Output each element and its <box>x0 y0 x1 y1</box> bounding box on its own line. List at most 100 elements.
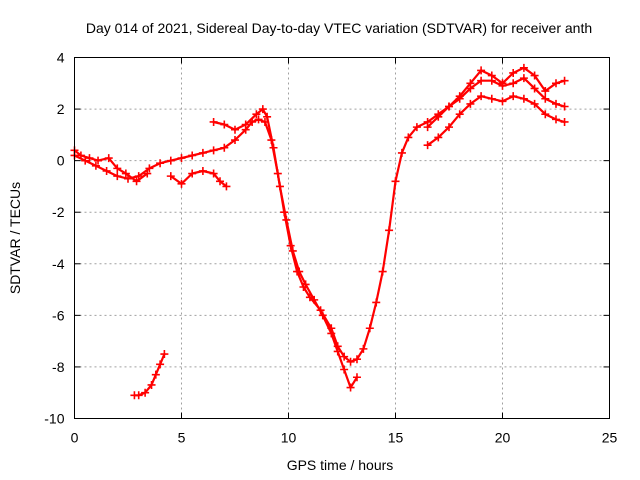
data-point-marker <box>352 373 361 382</box>
data-point-marker <box>141 388 150 397</box>
data-point-marker <box>509 79 518 88</box>
data-point-marker <box>275 182 284 191</box>
y-tick-label: -4 <box>52 256 65 272</box>
data-point-marker <box>498 79 507 88</box>
data-point-marker <box>397 148 406 157</box>
data-point-marker <box>552 79 560 88</box>
data-point-marker <box>530 84 539 93</box>
axis-ticks: 0 5 10 15 20 25 -10 -8 -6 -4 -2 0 2 4 <box>44 50 617 446</box>
data-point-marker <box>359 344 368 353</box>
data-point-marker <box>391 177 400 186</box>
data-point-marker <box>423 141 432 150</box>
y-tick-label: -6 <box>52 307 65 323</box>
data-point-marker <box>104 154 113 163</box>
data-point-marker <box>198 166 207 175</box>
data-point-marker <box>134 391 143 400</box>
data-point-marker <box>412 123 421 132</box>
y-tick-label: -8 <box>52 359 65 375</box>
series-trace <box>212 108 359 389</box>
data-point-marker <box>560 117 569 126</box>
data-point-marker <box>147 380 156 389</box>
data-point-marker <box>466 79 475 88</box>
x-tick-label: 0 <box>71 430 79 446</box>
data-point-marker <box>455 92 464 101</box>
data-point-marker <box>102 166 111 175</box>
data-point-marker <box>365 324 374 333</box>
data-point-marker <box>160 350 169 359</box>
data-point-marker <box>327 329 336 338</box>
data-point-marker <box>143 169 152 178</box>
data-point-marker <box>263 112 272 121</box>
series-start-wiggle <box>70 146 152 186</box>
data-point-marker <box>231 125 239 134</box>
data-point-marker <box>288 246 297 255</box>
data-point-marker <box>216 177 225 186</box>
data-point-marker <box>434 133 443 142</box>
data-point-marker <box>445 123 453 132</box>
data-point-marker <box>552 115 560 124</box>
data-point-marker <box>166 172 175 181</box>
data-point-marker <box>231 136 239 145</box>
data-point-marker <box>209 146 218 155</box>
data-point-marker <box>541 87 550 96</box>
y-tick-label: 2 <box>57 101 65 117</box>
data-point-marker <box>269 143 278 152</box>
data-point-marker <box>76 151 85 160</box>
data-point-marker <box>519 94 528 103</box>
data-point-marker <box>198 148 207 157</box>
data-point-marker <box>477 92 486 101</box>
series-isolated-segment <box>130 350 169 400</box>
data-point-marker <box>487 94 496 103</box>
y-tick-label: 0 <box>57 153 65 169</box>
data-point-marker <box>222 182 231 191</box>
data-point-marker <box>498 97 507 106</box>
y-axis-label: SDTVAR / TECUs <box>7 182 23 294</box>
data-point-marker <box>177 179 186 188</box>
series-trace <box>426 66 566 129</box>
data-point-marker <box>282 215 291 224</box>
data-point-marker <box>385 226 394 235</box>
data-point-marker <box>519 74 528 83</box>
data-point-marker <box>340 352 349 361</box>
data-point-marker <box>241 120 250 129</box>
data-point-marker <box>346 383 355 392</box>
data-point-marker <box>145 164 154 173</box>
data-point-marker <box>188 151 197 160</box>
data-point-marker <box>455 110 464 119</box>
y-tick-label: -10 <box>44 411 64 427</box>
data-point-marker <box>466 99 475 108</box>
y-tick-label: 4 <box>57 50 65 66</box>
y-tick-label: -2 <box>52 204 65 220</box>
grid-lines <box>74 57 610 419</box>
x-tick-label: 5 <box>178 430 186 446</box>
data-point-marker <box>352 355 361 364</box>
data-point-marker <box>477 76 486 85</box>
data-point-marker <box>530 71 539 80</box>
data-point-marker <box>252 110 261 119</box>
data-point-marker <box>434 112 443 121</box>
data-point-marker <box>333 347 342 356</box>
data-point-marker <box>151 370 160 379</box>
data-point-marker <box>404 133 413 142</box>
data-point-marker <box>209 117 218 126</box>
data-point-marker <box>254 115 263 124</box>
data-point-marker <box>560 76 569 85</box>
series-trace <box>426 95 566 147</box>
series-early-loop <box>166 166 231 191</box>
data-point-marker <box>541 94 550 103</box>
data-point-marker <box>541 110 550 119</box>
chart-title: Day 014 of 2021, Sidereal Day-to-day VTE… <box>86 20 592 36</box>
data-point-marker <box>258 105 267 114</box>
x-tick-label: 10 <box>281 430 297 446</box>
data-point-marker <box>220 120 229 129</box>
x-tick-label: 25 <box>602 430 618 446</box>
data-point-marker <box>346 357 355 366</box>
data-point-marker <box>295 267 304 276</box>
data-point-marker <box>113 164 122 173</box>
data-point-marker <box>132 177 141 186</box>
data-point-marker <box>445 102 453 111</box>
data-point-marker <box>91 161 100 170</box>
data-point-marker <box>423 123 432 132</box>
data-point-marker <box>166 156 175 165</box>
